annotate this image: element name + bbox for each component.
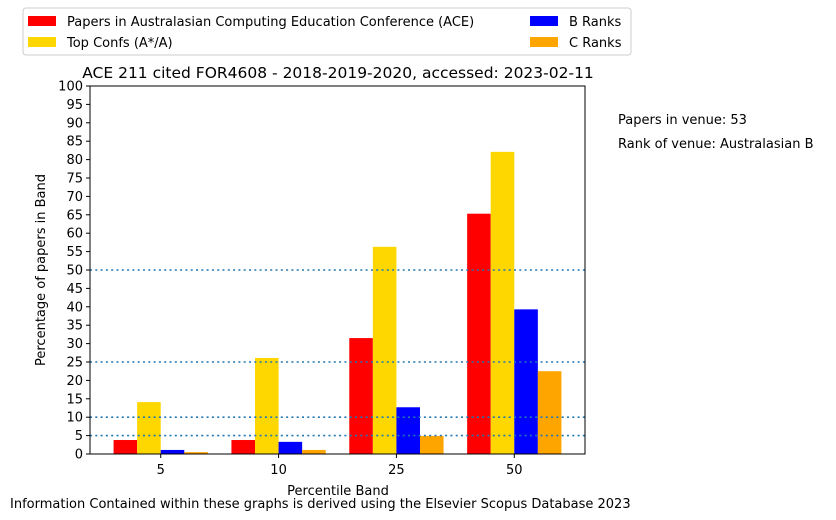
- bar-series-2-cat-5: [137, 402, 161, 454]
- x-axis-label: Percentile Band: [287, 484, 389, 499]
- y-tick-label: 55: [66, 245, 83, 260]
- bar-series-2-cat-25: [372, 246, 397, 454]
- x-tick-label: 25: [388, 463, 405, 478]
- y-tick-label: 70: [66, 190, 83, 205]
- y-tick-label: 20: [66, 374, 83, 389]
- bar-series-1-cat-50: [467, 213, 491, 454]
- legend-swatch-4: [530, 37, 558, 47]
- bar-series-3-cat-10: [278, 441, 303, 454]
- y-tick-label: 10: [66, 411, 83, 426]
- y-tick-label: 85: [66, 135, 83, 150]
- bar-series-4-cat-10: [302, 449, 326, 454]
- legend-label-3: B Ranks: [569, 15, 622, 30]
- legend-frame: [22, 7, 632, 56]
- x-tick-label: 50: [506, 463, 523, 478]
- legend-swatch-1: [28, 16, 56, 26]
- y-tick-label: 15: [66, 392, 83, 407]
- y-axis-label: Percentage of papers in Band: [34, 174, 49, 366]
- bar-series-4-cat-25: [420, 435, 444, 454]
- bar-series-1-cat-5: [113, 440, 138, 454]
- y-tick-label: 60: [66, 227, 83, 242]
- y-tick-label: 80: [66, 153, 83, 168]
- footer-note: Information Contained within these graph…: [10, 497, 631, 512]
- legend-label-4: C Ranks: [569, 36, 622, 51]
- bar-series-2-cat-50: [490, 151, 515, 454]
- legend: Papers in Australasian Computing Educati…: [22, 7, 632, 56]
- legend-label-1: Papers in Australasian Computing Educati…: [67, 15, 474, 30]
- annotation-papers-in-venue: Papers in venue: 53: [618, 113, 747, 128]
- y-tick-label: 25: [66, 356, 83, 371]
- y-tick-label: 30: [66, 337, 83, 352]
- legend-swatch-2: [28, 37, 56, 47]
- bar-series-4-cat-50: [537, 371, 562, 454]
- y-tick-label: 50: [66, 264, 83, 279]
- chart-title: ACE 211 cited FOR4608 - 2018-2019-2020, …: [82, 64, 594, 82]
- bar-series-3-cat-5: [160, 449, 185, 454]
- plot-area: 0 5 10 15 20 25 30 35 40 45 50 55 60 65 70 75 80 85 90 95 10…: [58, 80, 586, 478]
- legend-label-2: Top Confs (A*/A): [66, 36, 173, 51]
- y-tick-label: 40: [66, 300, 83, 315]
- y-tick-label: 90: [66, 116, 83, 131]
- bar-series-2-cat-10: [255, 357, 279, 454]
- bar-series-3-cat-50: [514, 309, 538, 454]
- y-tick-label: 5: [75, 429, 83, 444]
- bar-series-4-cat-5: [184, 452, 208, 454]
- x-tick-label: 5: [157, 463, 165, 478]
- y-tick-label: 65: [66, 208, 83, 223]
- y-tick-label: 95: [66, 98, 83, 113]
- annotation-rank-of-venue: Rank of venue: Australasian B: [618, 137, 814, 152]
- bar-series-3-cat-25: [396, 407, 420, 454]
- y-tick-label: 0: [75, 448, 83, 463]
- bar-series-1-cat-10: [231, 440, 255, 454]
- y-tick-label: 100: [58, 80, 83, 95]
- x-tick-label: 10: [270, 463, 287, 478]
- y-tick-label: 35: [66, 319, 83, 334]
- bar-series-1-cat-25: [349, 338, 373, 454]
- legend-swatch-3: [530, 16, 558, 26]
- y-tick-label: 45: [66, 282, 83, 297]
- y-tick-label: 75: [66, 172, 83, 187]
